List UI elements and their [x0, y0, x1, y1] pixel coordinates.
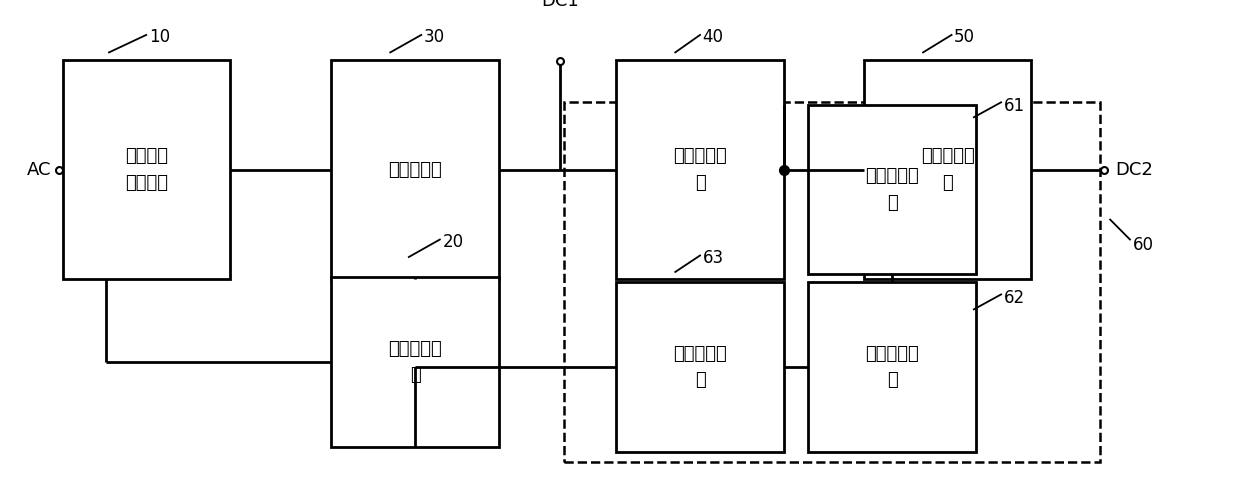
Text: 61: 61 [1004, 97, 1025, 115]
Text: 电压比较模
块: 电压比较模 块 [865, 345, 919, 389]
Bar [564, 102, 1100, 462]
Text: 电压调节电
路: 电压调节电 路 [388, 340, 442, 384]
Text: 输出滤波电
路: 输出滤波电 路 [921, 148, 975, 192]
Text: 60: 60 [1132, 236, 1154, 253]
Text: 20: 20 [442, 233, 463, 251]
Bar [808, 105, 976, 274]
Bar [332, 60, 498, 279]
Text: 63: 63 [703, 249, 724, 267]
Text: 50: 50 [954, 28, 975, 46]
Text: DC2: DC2 [1115, 161, 1154, 179]
Text: DC1: DC1 [541, 0, 579, 10]
Text: 40: 40 [703, 28, 724, 46]
Bar [616, 60, 783, 279]
Bar [62, 60, 230, 279]
Text: 10: 10 [149, 28, 170, 46]
Text: 输出整流电
路: 输出整流电 路 [673, 148, 727, 192]
Text: 62: 62 [1004, 289, 1025, 307]
Bar [616, 282, 783, 452]
Text: 光耦反馈模
块: 光耦反馈模 块 [673, 345, 727, 389]
Text: 高频变压器: 高频变压器 [388, 161, 442, 179]
Bar [808, 282, 976, 452]
Text: AC: AC [27, 161, 52, 179]
Text: 电压采样模
块: 电压采样模 块 [865, 168, 919, 212]
Bar [865, 60, 1031, 279]
Text: 输入整流
滤波电路: 输入整流 滤波电路 [125, 148, 167, 192]
Text: 30: 30 [424, 28, 445, 46]
Bar [332, 277, 498, 447]
